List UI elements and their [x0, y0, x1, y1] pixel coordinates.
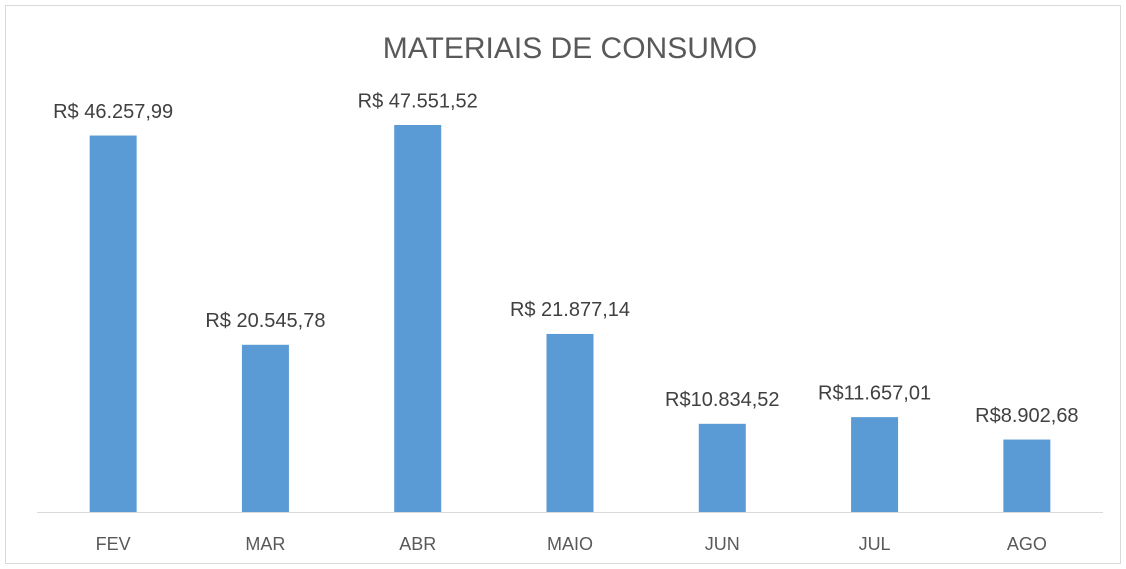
value-label: R$ 20.545,78 — [205, 310, 325, 332]
bar — [546, 333, 594, 512]
value-label: R$ 21.877,14 — [510, 299, 630, 321]
value-label: R$8.902,68 — [975, 405, 1078, 427]
x-tick-label: JUN — [705, 534, 740, 554]
value-label: R$10.834,52 — [665, 389, 780, 411]
x-tick-label: FEV — [96, 534, 131, 554]
x-tick-label: JUL — [859, 534, 891, 554]
value-label: R$ 46.257,99 — [53, 101, 173, 123]
x-tick-label: AGO — [1007, 534, 1047, 554]
bar — [851, 417, 899, 512]
bar — [89, 135, 137, 512]
bar — [394, 125, 442, 512]
bar — [1003, 439, 1051, 512]
chart-title: MATERIAIS DE CONSUMO — [383, 32, 757, 65]
x-tick-label: ABR — [399, 534, 436, 554]
value-label: R$ 47.551,52 — [358, 90, 478, 112]
x-tick-label: MAR — [245, 534, 285, 554]
x-tick-label: MAIO — [547, 534, 593, 554]
bar — [241, 344, 289, 512]
bar — [698, 423, 746, 512]
value-label: R$11.657,01 — [818, 382, 931, 404]
